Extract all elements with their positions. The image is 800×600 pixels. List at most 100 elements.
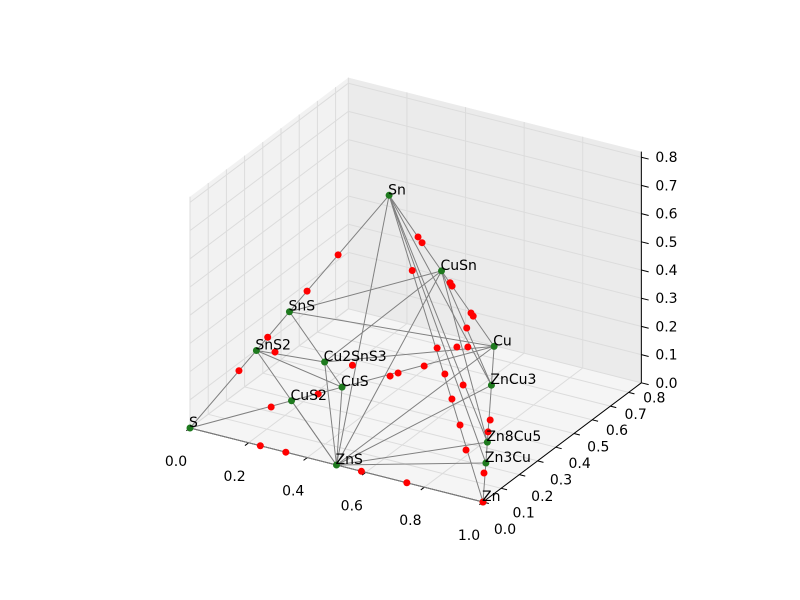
x-tick-label: 0.4: [282, 484, 304, 500]
x-tick-label: 0.6: [341, 498, 363, 514]
stable-point: [487, 381, 495, 389]
tick-mark: [592, 419, 599, 422]
grid-line: [189, 223, 349, 344]
tick-mark: [420, 486, 425, 491]
grid-line: [348, 139, 642, 215]
tick-mark: [628, 391, 635, 395]
unstable-point: [394, 369, 402, 377]
tick-mark: [641, 354, 649, 357]
unstable-point: [486, 416, 494, 424]
phase-label: Sn: [388, 182, 406, 198]
tie-line: [324, 270, 442, 363]
unstable-point: [463, 324, 471, 332]
tie-line: [341, 345, 495, 388]
stable-point: [438, 267, 446, 275]
unstable-point: [469, 312, 477, 320]
grid-line: [348, 82, 642, 158]
tie-line: [289, 311, 325, 363]
tick-mark: [573, 433, 580, 436]
left-pane: [190, 77, 349, 428]
phase-label: CuSn: [441, 258, 477, 274]
stable-point: [186, 424, 194, 432]
tie-line: [289, 270, 442, 313]
tie-line: [336, 270, 442, 466]
phase-label: Zn: [482, 489, 500, 505]
y-tick-label: 0.6: [606, 423, 628, 439]
phase-label: SnS2: [255, 338, 291, 354]
x-tick-label: 0.0: [165, 454, 187, 470]
stable-point: [285, 308, 293, 316]
unstable-point: [403, 479, 411, 487]
z-tick-label: 0.1: [655, 348, 677, 364]
tie-line: [388, 195, 442, 272]
tie-line: [189, 400, 292, 429]
phase-label: S: [189, 415, 198, 431]
tick-mark: [501, 487, 508, 491]
y-tick-label: 0.0: [494, 522, 516, 538]
tie-line: [336, 345, 495, 466]
unstable-point: [386, 372, 394, 380]
tick-mark: [641, 156, 649, 160]
unstable-point: [256, 442, 264, 450]
stable-point: [252, 347, 260, 355]
tick-mark: [641, 184, 649, 188]
y-tick-label: 0.1: [513, 506, 535, 522]
stable-point: [483, 438, 491, 446]
z-tick-label: 0.2: [655, 319, 677, 335]
tick-mark: [641, 382, 649, 386]
stable-point: [333, 461, 340, 469]
y-tick-label: 0.5: [587, 440, 609, 456]
grid-line: [189, 252, 349, 372]
tick-mark: [244, 442, 249, 446]
unstable-point: [459, 381, 467, 389]
unstable-point: [448, 395, 456, 403]
y-tick-label: 0.8: [643, 390, 665, 406]
phase-label: Zn3Cu: [485, 450, 531, 466]
grid-line: [348, 195, 642, 271]
tick-mark: [519, 474, 526, 477]
unstable-point: [433, 344, 441, 352]
unstable-point: [441, 370, 449, 378]
tick-mark: [555, 446, 562, 450]
grid-line: [348, 167, 642, 243]
tie-line: [291, 400, 337, 466]
unstable-point: [282, 448, 290, 456]
unstable-point: [448, 282, 456, 290]
tie-line: [256, 350, 325, 363]
tie-line: [336, 462, 486, 466]
grid-line: [348, 110, 642, 186]
phase-label: Cu2SnS3: [324, 349, 387, 365]
tie-line: [388, 195, 488, 443]
stable-point: [385, 191, 393, 199]
z-tick-label: 0.8: [655, 150, 677, 166]
z-tick-label: 0.4: [655, 263, 677, 279]
phase-label: ZnCu3: [490, 372, 536, 388]
tick-mark: [537, 460, 544, 463]
tick-mark: [641, 213, 649, 216]
z-tick-label: 0.7: [655, 178, 677, 194]
phase-label: Zn8Cu5: [486, 429, 541, 445]
tie-line: [441, 270, 488, 443]
unstable-point: [267, 403, 275, 411]
stable-point: [490, 342, 498, 350]
tie-line: [324, 361, 337, 466]
tick-mark: [641, 269, 649, 273]
y-tick-label: 0.3: [550, 473, 572, 489]
y-tick-label: 0.2: [531, 489, 553, 505]
unstable-point: [314, 390, 322, 398]
tick-mark: [361, 472, 367, 476]
stable-point: [321, 358, 329, 366]
tick-mark: [641, 241, 649, 245]
grid-line: [189, 111, 349, 231]
unstable-point: [418, 239, 426, 247]
tick-mark: [641, 297, 649, 301]
phase-label: CuS: [341, 374, 369, 390]
unstable-point: [462, 446, 470, 454]
x-tick-label: 0.8: [399, 513, 421, 529]
grid-line: [189, 139, 349, 260]
grid-line: [248, 323, 408, 444]
tie-line: [256, 350, 343, 388]
grid-line: [348, 251, 642, 327]
grid-line: [189, 195, 349, 316]
